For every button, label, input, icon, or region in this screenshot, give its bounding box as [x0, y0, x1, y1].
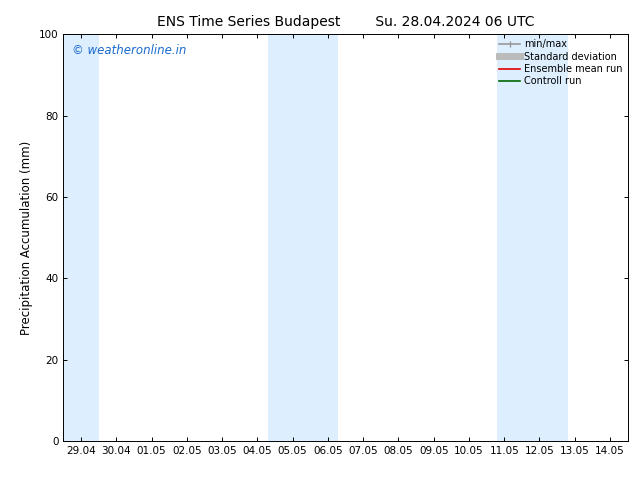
- Bar: [268, 34, 339, 441]
- Bar: [63, 34, 99, 441]
- Title: ENS Time Series Budapest        Su. 28.04.2024 06 UTC: ENS Time Series Budapest Su. 28.04.2024 …: [157, 15, 534, 29]
- Y-axis label: Precipitation Accumulation (mm): Precipitation Accumulation (mm): [20, 141, 34, 335]
- Legend: min/max, Standard deviation, Ensemble mean run, Controll run: min/max, Standard deviation, Ensemble me…: [496, 36, 626, 89]
- Text: © weatheronline.in: © weatheronline.in: [72, 45, 186, 57]
- Bar: [497, 34, 567, 441]
